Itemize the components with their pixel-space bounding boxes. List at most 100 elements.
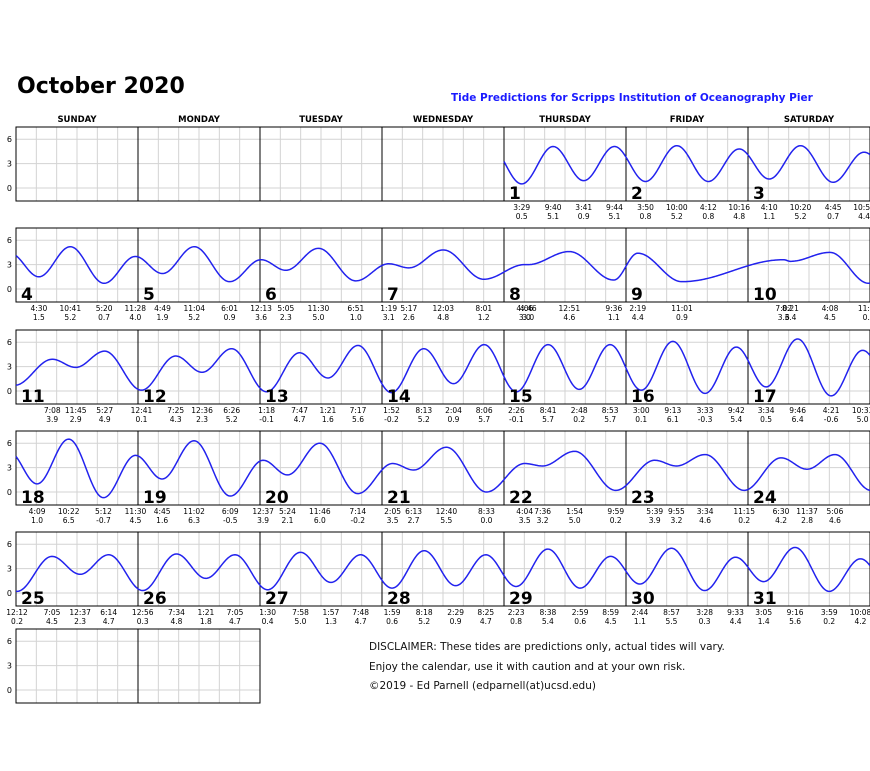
- tide-height: 1.1: [634, 617, 646, 626]
- tide-time: 3:28: [696, 608, 713, 617]
- tide-time: 12:40: [436, 507, 458, 516]
- week-row-border: [15, 227, 870, 303]
- tide-time: 3:33: [697, 406, 714, 415]
- tide-curve: [503, 144, 870, 185]
- tide-time: 3:05: [755, 608, 772, 617]
- tide-height: 4.2: [855, 617, 867, 626]
- tide-time: 4:06: [516, 304, 533, 313]
- tide-height: 1.6: [322, 415, 334, 424]
- tide-time: 1:21: [197, 608, 214, 617]
- tide-height: 0.9: [676, 313, 688, 322]
- tide-time: 12:56: [132, 608, 154, 617]
- tide-time: 6:26: [223, 406, 240, 415]
- day-number: 30: [631, 589, 655, 609]
- tide-height: 5.2: [795, 212, 807, 221]
- weekday-header: TUESDAY: [299, 115, 343, 125]
- tide-time: 7:05: [44, 608, 61, 617]
- tide-height: 3.0: [519, 313, 531, 322]
- tide-height: 1.3: [325, 617, 337, 626]
- tide-time: 9:46: [789, 406, 806, 415]
- tide-time: 9:13: [664, 406, 681, 415]
- tide-time: 9:42: [728, 406, 745, 415]
- tide-height: 0.2: [11, 617, 23, 626]
- tide-time: 8:06: [476, 406, 493, 415]
- tide-height: 6.5: [63, 516, 75, 525]
- tide-time: 9:16: [787, 608, 804, 617]
- tide-time: 4:08: [822, 304, 839, 313]
- disclaimer-line-1: DISCLAIMER: These tides are predictions …: [369, 641, 725, 653]
- tide-height: 0.2: [738, 516, 750, 525]
- tide-time: 11:15: [733, 507, 755, 516]
- tide-time: 7:02: [775, 304, 792, 313]
- tide-time: 8:01: [475, 304, 492, 313]
- tide-height: 2.3: [196, 415, 208, 424]
- tide-time: 3:34: [697, 507, 714, 516]
- tide-time: 11:37: [796, 507, 818, 516]
- tide-time: 10:16: [728, 203, 750, 212]
- tide-height: 5.1: [547, 212, 559, 221]
- y-tick-label: 3: [7, 662, 12, 671]
- tide-height: 2.8: [801, 516, 813, 525]
- tide-time: 2:23: [508, 608, 525, 617]
- tide-height: 4.2: [775, 516, 787, 525]
- y-tick-label: 0: [7, 285, 12, 294]
- day-number: 8: [509, 285, 521, 305]
- tide-height: 0.4: [262, 617, 274, 626]
- y-tick-label: 6: [7, 637, 12, 646]
- tide-height: 4.5: [605, 617, 617, 626]
- tide-height: 5.2: [671, 212, 683, 221]
- tide-time: 2:29: [447, 608, 464, 617]
- tide-height: 0.8: [702, 212, 714, 221]
- tide-time: 6:01: [221, 304, 238, 313]
- tide-time: 4:04: [516, 507, 533, 516]
- tide-height: 5.2: [226, 415, 238, 424]
- tide-time: 3:29: [513, 203, 530, 212]
- day-number: 9: [631, 285, 643, 305]
- tide-height: 5.0: [295, 617, 307, 626]
- tide-time: 9:33: [727, 608, 744, 617]
- tide-height: 2.3: [280, 313, 292, 322]
- tide-height: 3.6: [778, 313, 790, 322]
- tide-time: 9:40: [545, 203, 562, 212]
- day-number: 10: [753, 285, 777, 305]
- y-tick-label: 6: [7, 135, 12, 144]
- day-number: 21: [387, 488, 411, 508]
- tide-time: 1:21: [319, 406, 336, 415]
- tide-curve: [15, 546, 870, 593]
- tide-time: 8:59: [602, 608, 619, 617]
- tide-time: 5:12: [95, 507, 112, 516]
- day-number: 27: [265, 589, 289, 609]
- tide-time: 12:51: [559, 304, 581, 313]
- y-tick-label: 3: [7, 160, 12, 169]
- day-number: 3: [753, 184, 765, 204]
- y-tick-label: 0: [7, 589, 12, 598]
- tide-height: 6.0: [314, 516, 326, 525]
- y-tick-label: 3: [7, 464, 12, 473]
- tide-height: 6.4: [792, 415, 804, 424]
- day-number: 17: [753, 387, 777, 407]
- tide-height: -0.1: [259, 415, 274, 424]
- tide-time: 2:05: [384, 507, 401, 516]
- tide-time: 8:41: [540, 406, 557, 415]
- tide-height: 5.6: [352, 415, 364, 424]
- tide-time: 1:52: [383, 406, 400, 415]
- tide-time: 7:25: [167, 406, 184, 415]
- weekday-header: SUNDAY: [57, 115, 97, 125]
- day-number: 26: [143, 589, 167, 609]
- tide-time: 11:30: [308, 304, 330, 313]
- tide-time: 10:33: [852, 406, 870, 415]
- day-number: 31: [753, 589, 777, 609]
- day-number: 1: [509, 184, 521, 204]
- tide-height: 5.4: [730, 415, 742, 424]
- tide-time: 7:17: [350, 406, 367, 415]
- tide-time: 4:45: [825, 203, 842, 212]
- tide-height: -0.5: [223, 516, 238, 525]
- tide-height: 1.6: [156, 516, 168, 525]
- tide-height: -0.3: [698, 415, 713, 424]
- tide-time: 2:04: [445, 406, 462, 415]
- tide-height: 0.1: [136, 415, 148, 424]
- tide-height: 0.2: [610, 516, 622, 525]
- y-tick-label: 6: [7, 439, 12, 448]
- tide-height: 5.2: [64, 313, 76, 322]
